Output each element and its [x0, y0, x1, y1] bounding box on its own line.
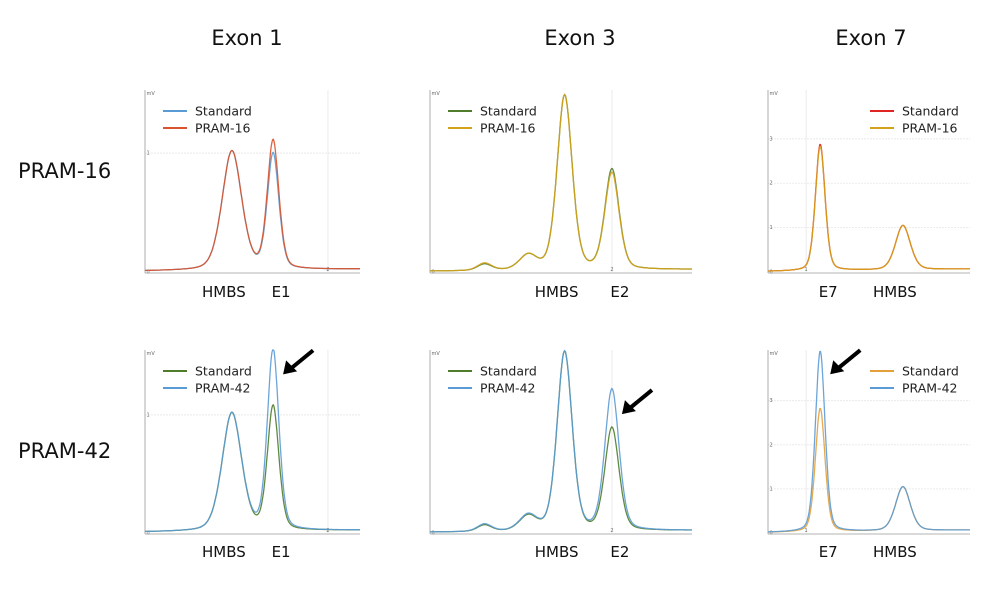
- y-tick-label: 0: [432, 270, 435, 276]
- y-tick-label: 1: [770, 486, 773, 492]
- series-line-pram-42: [768, 350, 970, 533]
- y-tick-label: 0: [432, 531, 435, 537]
- legend-label: Standard: [902, 104, 959, 119]
- series-line-standard: [768, 143, 970, 272]
- y-axis-label: mV: [432, 91, 441, 97]
- y-axis-label: mV: [147, 351, 156, 357]
- series-line-pram-16: [145, 138, 360, 272]
- peak-label: HMBS: [873, 543, 917, 561]
- legend-label: Standard: [480, 104, 537, 119]
- x-tick-label: 1: [805, 267, 808, 273]
- legend-label: Standard: [195, 104, 252, 119]
- peak-label: E7: [819, 283, 838, 301]
- peak-label: HMBS: [535, 543, 579, 561]
- legend-label: PRAM-42: [902, 381, 957, 396]
- row-label-pram-16: PRAM-16: [18, 159, 111, 183]
- x-tick-label: 2: [610, 528, 613, 534]
- y-tick-label: 0: [147, 270, 150, 276]
- legend-label: Standard: [480, 364, 537, 379]
- peak-label: E7: [819, 543, 838, 561]
- x-tick-label: 1: [805, 528, 808, 534]
- chart-panel-pram-42-exon-7: 0 1 2 3 1 mV Standard PRAM-42 E7 HMBS: [767, 348, 970, 561]
- peak-label: HMBS: [535, 283, 579, 301]
- series-line-pram-16: [430, 93, 692, 272]
- arrow-icon: [283, 348, 315, 375]
- y-tick-label: 1: [147, 151, 150, 157]
- y-tick-label: 1: [770, 225, 773, 231]
- peak-label: E1: [272, 543, 291, 561]
- x-tick-label: 2: [326, 528, 329, 534]
- series-line-pram-42: [145, 349, 360, 533]
- legend-label: Standard: [902, 364, 959, 379]
- row-label-pram-42: PRAM-42: [18, 439, 111, 463]
- y-tick-label: 0: [770, 270, 773, 276]
- y-axis-label: mV: [432, 351, 441, 357]
- y-axis-label: mV: [147, 91, 156, 97]
- y-tick-label: 0: [147, 531, 150, 537]
- arrow-icon: [830, 348, 862, 375]
- peak-label: HMBS: [873, 283, 917, 301]
- y-axis-label: mV: [770, 91, 779, 97]
- y-tick-label: 3: [770, 398, 773, 404]
- series-line-pram-16: [767, 145, 970, 272]
- y-tick-label: 2: [770, 442, 773, 448]
- peak-label: E1: [272, 283, 291, 301]
- arrow-icon: [621, 388, 654, 415]
- y-tick-label: 1: [147, 412, 150, 418]
- series-line-pram-42: [430, 349, 692, 533]
- legend-label: PRAM-16: [195, 121, 251, 136]
- peak-label: E2: [610, 543, 629, 561]
- series-line-standard: [767, 407, 970, 533]
- legend-label: PRAM-16: [480, 121, 536, 136]
- x-tick-label: 2: [326, 267, 329, 273]
- legend-label: PRAM-42: [195, 381, 250, 396]
- y-axis-label: mV: [770, 351, 779, 357]
- chart-panel-pram-42-exon-3: 0 2 mV Standard PRAM-42 HMBS E2: [429, 349, 692, 561]
- legend-label: PRAM-42: [480, 381, 535, 396]
- peak-label: HMBS: [202, 543, 246, 561]
- chart-panel-pram-42-exon-1: 0 1 2 mV Standard PRAM-42 HMBS E1: [144, 348, 360, 561]
- legend-label: PRAM-16: [902, 121, 958, 136]
- chart-panel-pram-16-exon-1: 0 1 2 mV Standard PRAM-16 HMBS E1: [144, 90, 360, 301]
- peak-label: E2: [610, 283, 629, 301]
- peak-label: HMBS: [202, 283, 246, 301]
- chart-panel-pram-16-exon-3: 0 2 mV Standard PRAM-16 HMBS E2: [429, 90, 692, 301]
- y-tick-label: 0: [770, 531, 773, 537]
- chart-panel-pram-16-exon-7: 0 1 2 3 1 mV Standard PRAM-16 E7 HMBS: [767, 90, 970, 301]
- legend-label: Standard: [195, 364, 252, 379]
- column-title-exon-1: Exon 1: [211, 26, 282, 50]
- column-title-exon-3: Exon 3: [544, 26, 615, 50]
- column-title-exon-7: Exon 7: [835, 26, 906, 50]
- y-tick-label: 2: [770, 181, 773, 187]
- x-tick-label: 2: [610, 267, 613, 273]
- y-tick-label: 3: [770, 136, 773, 142]
